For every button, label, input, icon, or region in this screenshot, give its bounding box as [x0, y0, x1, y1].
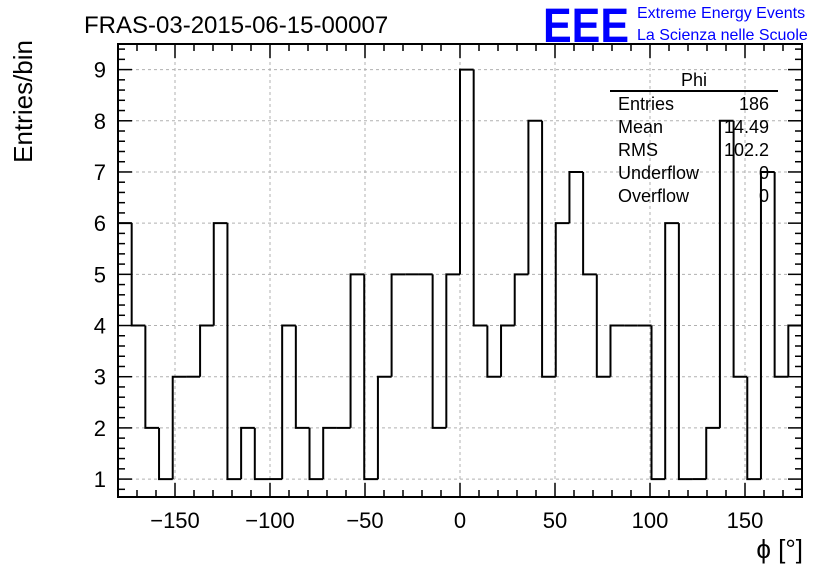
histogram-bin	[459, 68, 474, 275]
histogram-bin	[527, 119, 543, 275]
stats-title: Phi	[681, 70, 707, 90]
histogram-bin	[281, 324, 296, 480]
y-tick-labels: 1 2 3 4 5 6 7 8 9	[94, 58, 106, 492]
histogram-series	[117, 68, 803, 497]
histogram-bin	[650, 325, 666, 481]
x-tick-label: 50	[543, 508, 567, 533]
stats-row-label: Underflow	[618, 163, 700, 183]
histogram-bin	[240, 426, 255, 480]
histogram-bin	[376, 375, 392, 480]
histogram-bin	[212, 222, 228, 326]
histogram-bin	[568, 170, 584, 224]
histogram-bin	[308, 427, 324, 481]
histogram-bin	[541, 120, 556, 378]
y-axis-label: Entries/bin	[8, 40, 38, 163]
x-tick-label: 0	[454, 508, 466, 533]
histogram-bin	[226, 223, 242, 481]
histogram-bin	[595, 274, 611, 378]
y-tick-label: 5	[94, 262, 106, 287]
y-tick-label: 1	[94, 467, 106, 492]
histogram-bin	[773, 171, 789, 378]
histogram-bin	[718, 119, 734, 428]
histogram-bin	[144, 325, 160, 429]
stats-row-label: Entries	[618, 94, 674, 114]
histogram-bin	[732, 120, 748, 378]
y-tick-label: 4	[94, 314, 106, 339]
stats-row-label: Mean	[618, 117, 663, 137]
stats-row-value: 186	[739, 94, 769, 114]
stats-row-value: 0	[759, 163, 769, 183]
y-tick-label: 7	[94, 160, 106, 185]
y-tick-label: 2	[94, 416, 106, 441]
histogram-bin	[294, 325, 310, 429]
histogram-bin	[486, 325, 502, 378]
histogram-bin	[582, 171, 597, 276]
histogram-bin	[363, 274, 378, 481]
eee-logo-mark: EEE	[543, 0, 629, 53]
eee-logo: EEE Extreme Energy Events La Scienza nel…	[543, 0, 808, 53]
histogram-bin	[705, 426, 720, 480]
histogram-bin	[664, 222, 679, 480]
chart-title: FRAS-03-2015-06-15-00007	[84, 12, 388, 39]
histogram-bin	[787, 324, 803, 497]
histogram-bin	[199, 324, 214, 377]
x-tick-label: −50	[346, 508, 383, 533]
histogram-bin	[554, 222, 570, 377]
axis-ticks	[117, 44, 803, 497]
y-tick-label: 8	[94, 109, 106, 134]
x-tick-labels: −150 −100 −50 0 50 100 150	[150, 508, 763, 533]
y-tick-label: 3	[94, 365, 106, 390]
histogram-bin	[677, 223, 693, 481]
histogram-bin	[746, 376, 761, 481]
x-tick-label: −150	[150, 508, 200, 533]
stats-box: Phi Entries 186 Mean 14.49 RMS 102.2 Underflow…	[610, 70, 778, 206]
y-tick-label: 9	[94, 58, 106, 83]
x-tick-label: 100	[632, 508, 669, 533]
x-tick-label: 150	[727, 508, 764, 533]
stats-row-value: 0	[759, 186, 769, 206]
histogram-bin	[322, 426, 337, 480]
histogram-bin	[431, 274, 447, 429]
y-tick-label: 6	[94, 211, 106, 236]
histogram-bin	[759, 170, 775, 480]
logo-line-2: La Scienza nelle Scuole	[637, 27, 808, 44]
histogram-bin	[500, 324, 515, 377]
stats-row-value: 102.2	[724, 140, 769, 160]
histogram-bin	[390, 273, 406, 377]
histogram-bin	[472, 69, 488, 327]
stats-row-label: Overflow	[618, 186, 690, 206]
histogram-bin	[158, 427, 173, 481]
histogram-bin	[349, 273, 365, 428]
x-axis-label: ϕ [°]	[756, 534, 803, 564]
stats-row-label: RMS	[618, 140, 658, 160]
histogram-bin	[513, 273, 529, 326]
histogram-bin	[171, 375, 187, 480]
histogram-bin	[253, 427, 269, 481]
x-tick-label: −100	[245, 508, 295, 533]
logo-line-1: Extreme Energy Events	[637, 5, 805, 22]
stats-row-value: 14.49	[724, 117, 769, 137]
histogram-bin	[445, 273, 460, 428]
stats-rows: Entries 186 Mean 14.49 RMS 102.2 Underflow 0 Ove…	[618, 94, 769, 206]
histogram-bin	[609, 324, 625, 377]
